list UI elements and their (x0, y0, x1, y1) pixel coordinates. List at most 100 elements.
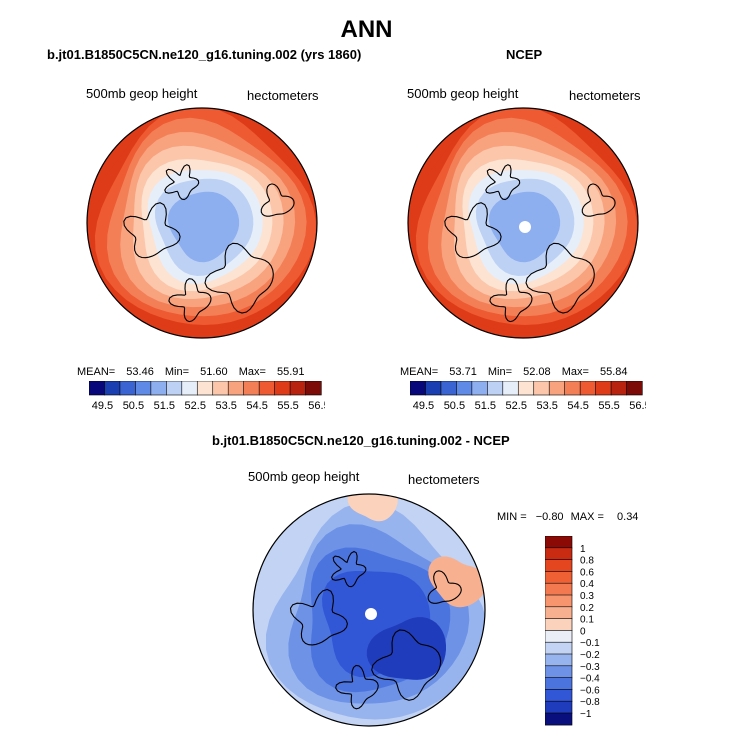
panel-1-map (86, 107, 318, 339)
panel-2-colorbar-tick-label: 53.5 (536, 400, 557, 412)
panel-1-colorbar-tick-label: 49.5 (92, 400, 113, 412)
panel-3-colorbar-swatch (544, 689, 573, 702)
panel-3-colorbar-tick-label: 0.6 (580, 567, 594, 578)
panel-1-max-label: Max= (238, 366, 266, 378)
panel-2-colorbar-tick-label: 49.5 (413, 400, 434, 412)
panel-2-colorbar-tick-label: 54.5 (567, 400, 588, 412)
panel-3-colorbar-swatch (544, 559, 573, 573)
panel-1-variable: 500mb geop height (86, 86, 198, 101)
panel-3-coastline (289, 588, 348, 646)
panel-2-colorbar-swatch (487, 380, 504, 396)
panel-2-contour-band (504, 203, 557, 246)
panel-3-colorbar-tick-label: −0.2 (580, 650, 600, 661)
panel-3-max-value: 0.34 (617, 511, 639, 523)
panel-3-colorbar-tick-label: −0.1 (580, 638, 600, 649)
panel-3-colorbar-tick-label: −0.8 (580, 697, 600, 708)
panel-2-colorbar-swatch (610, 380, 628, 396)
panel-1-colorbar-tick-label: 50.5 (123, 400, 144, 412)
panel-2-colorbar-tick-label: 52.5 (506, 400, 527, 412)
panel-3-coastline (330, 550, 367, 588)
panel-2-colorbar-swatch (533, 380, 550, 396)
panel-3-colorbar-swatch (544, 653, 573, 667)
panel-1-colorbar: 49.5 50.5 51.5 52.5 53.5 54.5 55.5 56.5 (88, 380, 330, 420)
panel-3-colorbar-swatch (544, 630, 573, 643)
panel-1-max-value: 55.91 (276, 366, 305, 378)
panel-3-title: b.jt01.B1850C5CN.ne120_g16.tuning.002 - … (212, 433, 510, 448)
panel-3-colorbar-tick-label: 1 (580, 544, 586, 555)
panel-3-pole-marker (365, 608, 377, 620)
panel-3-colorbar-swatch (544, 606, 573, 620)
panel-3-min-label: MIN = (497, 511, 527, 523)
panel-2-coastline (525, 242, 595, 314)
panel-1-min-value: 51.60 (200, 366, 228, 378)
panel-3-colorbar-tick-label: 0.8 (580, 556, 594, 567)
panel-3-variable: 500mb geop height (248, 469, 360, 484)
panel-1-coastline (260, 183, 295, 217)
panel-2-colorbar-tick-label: 50.5 (444, 400, 465, 412)
panel-2-variable: 500mb geop height (407, 86, 519, 101)
panel-2-colorbar-swatch (456, 380, 473, 396)
panel-1-colorbar-swatch (196, 380, 214, 396)
panel-2-colorbar-swatch (564, 380, 581, 396)
panel-2-colorbar-tick-label: 51.5 (475, 400, 496, 412)
panel-1-coastline (123, 202, 181, 259)
panel-1-colorbar-swatch (135, 380, 152, 396)
panel-1-colorbar-swatch (227, 380, 245, 396)
panel-3-max-label: MAX = (570, 511, 604, 523)
panel-1-colorbar-swatch (212, 380, 229, 396)
panel-3-coastline (371, 629, 442, 701)
panel-2-colorbar-swatch (502, 380, 519, 396)
panel-3-colorbar-swatch (544, 582, 573, 596)
panel-2-units: hectometers (569, 88, 641, 103)
panel-1-colorbar-tick-label: 55.5 (277, 400, 298, 412)
panel-1-colorbar-swatch (166, 380, 183, 396)
panel-2-coastline (485, 164, 521, 201)
panel-2-colorbar-swatch (471, 380, 488, 396)
panel-2-colorbar-swatch (579, 380, 597, 396)
panel-3-colorbar-swatch (544, 535, 573, 549)
panel-1-colorbar-swatch (243, 380, 260, 396)
panel-3-colorbar-swatch (544, 677, 573, 691)
figure-title: ANN (340, 16, 393, 43)
panel-2-coastline (581, 183, 616, 217)
panel-2-stats: MEAN= 53.71 Min= 52.08 Max= 55.84 (400, 366, 628, 378)
panel-3-colorbar-swatch (544, 665, 573, 679)
panel-1-coastline (164, 164, 200, 201)
panel-3-map-border (252, 493, 486, 727)
panel-2-coastline (444, 202, 502, 259)
panel-1-colorbar-swatch (274, 380, 291, 396)
panel-2-min-value: 52.08 (523, 366, 551, 378)
panel-1-mean-label: MEAN= (77, 366, 116, 378)
panel-1-colorbar-swatch (305, 380, 322, 396)
panel-2-colorbar-tick-label: 56.5 (629, 400, 646, 412)
panel-3-coastline (427, 570, 462, 604)
panel-3-stats: MIN = −0.80 MAX = 0.34 (497, 511, 638, 523)
panel-2-map (407, 107, 639, 339)
panel-3-colorbar-tick-label: 0.2 (580, 603, 594, 614)
panel-3-colorbar-tick-label: 0.3 (580, 591, 594, 602)
panel-1-colorbar-swatch (150, 380, 167, 396)
panel-1-stats: MEAN= 53.46 Min= 51.60 Max= 55.91 (77, 366, 305, 378)
panel-1-title: b.jt01.B1850C5CN.ne120_g16.tuning.002 (y… (47, 47, 362, 62)
panel-3-colorbar-tick-label: −0.4 (580, 674, 600, 685)
panel-1-contour-band (183, 203, 236, 246)
panel-3-map (252, 493, 486, 727)
panel-2-map-border (407, 107, 639, 339)
panel-3-colorbar-tick-label: 0.1 (580, 615, 594, 626)
panel-1-map-border (86, 107, 318, 339)
panel-3-colorbar-swatch (544, 594, 573, 608)
panel-2-title: NCEP (506, 47, 543, 62)
panel-1-colorbar-swatch (104, 380, 121, 396)
panel-3-colorbar-tick-label: −0.6 (580, 685, 600, 696)
panel-1-coastline (168, 278, 212, 323)
panel-2-colorbar-swatch (548, 380, 566, 396)
panel-2-colorbar-swatch (425, 380, 442, 396)
panel-3-colorbar-swatch (544, 700, 573, 714)
panel-1-colorbar-tick-label: 52.5 (185, 400, 206, 412)
panel-2-mean-value: 53.71 (449, 366, 477, 378)
panel-1-colorbar-tick-label: 53.5 (215, 400, 236, 412)
panel-1-colorbar-tick-label: 54.5 (246, 400, 267, 412)
panel-3-contour-band (428, 556, 485, 608)
panel-1-min-label: Min= (164, 366, 190, 378)
panel-3-colorbar-tick-label: 0.4 (580, 579, 594, 590)
